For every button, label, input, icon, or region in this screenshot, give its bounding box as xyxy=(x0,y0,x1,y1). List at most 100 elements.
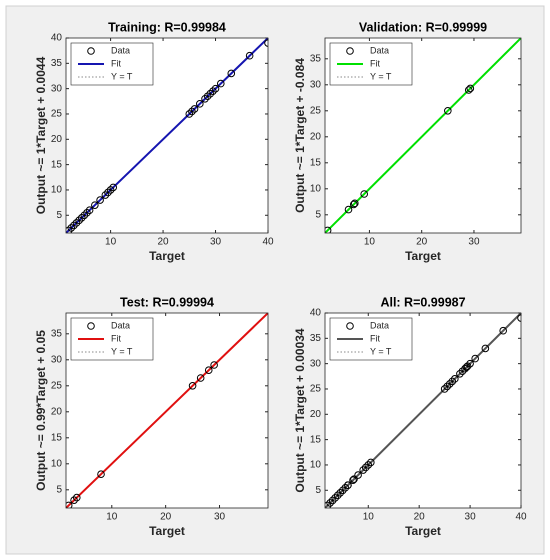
data-point xyxy=(350,199,359,208)
data-point xyxy=(67,224,76,232)
data-point xyxy=(463,362,472,370)
plot-content xyxy=(66,38,268,233)
data-point xyxy=(364,461,373,469)
legend-label: Y = T xyxy=(370,71,392,81)
legend-marker xyxy=(346,47,354,55)
data-point xyxy=(104,188,112,197)
data-point xyxy=(196,374,205,382)
data-point xyxy=(461,364,469,373)
x-tick-label: 20 xyxy=(160,512,172,523)
y-tick-label: 35 xyxy=(51,58,63,69)
y-axis-label: Output ~= 1*Target + 0.00034 xyxy=(293,328,307,493)
data-point xyxy=(245,51,254,60)
legend-label: Data xyxy=(111,320,130,330)
legend-label: Y = T xyxy=(111,71,133,81)
y-tick-label: 20 xyxy=(310,409,322,420)
y-tick-label: 30 xyxy=(310,358,322,369)
y-tick-label: 15 xyxy=(310,157,322,168)
plot-content xyxy=(66,313,268,508)
data-point xyxy=(354,471,362,479)
data-point xyxy=(203,92,212,101)
data-point xyxy=(349,476,357,484)
data-point xyxy=(210,361,218,369)
legend-label: Data xyxy=(370,320,389,330)
legend-label: Y = T xyxy=(111,346,133,356)
data-point xyxy=(336,489,345,497)
y-tick-label: 10 xyxy=(310,183,322,194)
data-point xyxy=(204,366,213,375)
data-point xyxy=(188,107,196,116)
data-point xyxy=(85,206,94,215)
data-point xyxy=(216,79,225,88)
data-point xyxy=(97,470,105,479)
y-tick-label: 5 xyxy=(315,209,321,220)
data-point xyxy=(445,380,454,388)
data-point xyxy=(331,494,339,502)
chart-title: All: R=0.99987 xyxy=(380,295,465,309)
data-point xyxy=(185,110,194,118)
x-tick-label: 30 xyxy=(214,512,226,523)
chart-title: Training: R=0.99984 xyxy=(108,20,226,34)
y-tick-label: 20 xyxy=(51,406,63,417)
data-point xyxy=(333,491,342,500)
data-point xyxy=(70,221,78,230)
y-tick-label: 25 xyxy=(310,384,322,395)
y-tick-label: 25 xyxy=(310,105,322,116)
y-tick-label: 5 xyxy=(56,210,62,221)
data-point xyxy=(209,87,217,95)
data-point xyxy=(188,382,197,390)
data-point xyxy=(466,359,474,368)
data-point xyxy=(227,69,236,78)
data-point xyxy=(440,385,449,393)
data-point xyxy=(367,458,375,467)
y-tick-label: 10 xyxy=(310,460,322,471)
data-point xyxy=(83,208,91,217)
legend-label: Data xyxy=(111,45,130,55)
x-tick-label: 20 xyxy=(416,237,428,248)
data-point xyxy=(350,475,358,483)
data-point xyxy=(458,367,467,376)
data-point xyxy=(466,84,475,93)
x-tick-label: 30 xyxy=(210,237,222,248)
y-tick-label: 20 xyxy=(310,131,322,142)
axes-box xyxy=(65,37,269,234)
data-point xyxy=(195,100,204,108)
x-tick-label: 20 xyxy=(414,512,426,523)
y-tick-label: 10 xyxy=(51,458,63,469)
data-point xyxy=(325,226,332,233)
x-tick-label: 30 xyxy=(465,512,477,523)
y-tick-label: 20 xyxy=(51,134,63,145)
y-tick-label: 10 xyxy=(51,185,63,196)
x-axis-label: Target xyxy=(149,249,185,263)
data-point xyxy=(325,501,332,508)
data-point xyxy=(201,94,209,103)
axes-box xyxy=(324,37,522,234)
data-point xyxy=(211,84,220,93)
fit-line xyxy=(66,313,268,508)
x-tick-label: 40 xyxy=(262,237,274,248)
data-point xyxy=(96,196,104,204)
data-point xyxy=(341,483,350,492)
data-point xyxy=(70,496,78,505)
legend-label: Data xyxy=(370,45,389,55)
y-tick-label: 25 xyxy=(51,109,63,120)
data-point xyxy=(349,200,358,209)
y-axis-label: Output ~= 1*Target + -0.084 xyxy=(293,58,307,213)
y-tick-label: 15 xyxy=(51,432,63,443)
data-point xyxy=(448,377,457,386)
axes-box xyxy=(65,312,269,509)
data-point xyxy=(106,186,115,194)
y-tick-label: 35 xyxy=(51,328,63,339)
y-tick-label: 30 xyxy=(51,354,63,365)
x-tick-label: 10 xyxy=(364,237,376,248)
data-point xyxy=(77,214,86,222)
x-axis-label: Target xyxy=(405,249,441,263)
y-tick-label: 40 xyxy=(51,33,63,44)
legend-label: Y = T xyxy=(370,346,392,356)
x-tick-label: 40 xyxy=(515,512,527,523)
data-point xyxy=(66,501,73,508)
legend-label: Fit xyxy=(370,58,380,68)
x-tick-label: 10 xyxy=(105,237,117,248)
legend-marker xyxy=(87,47,95,55)
data-point xyxy=(75,216,83,225)
